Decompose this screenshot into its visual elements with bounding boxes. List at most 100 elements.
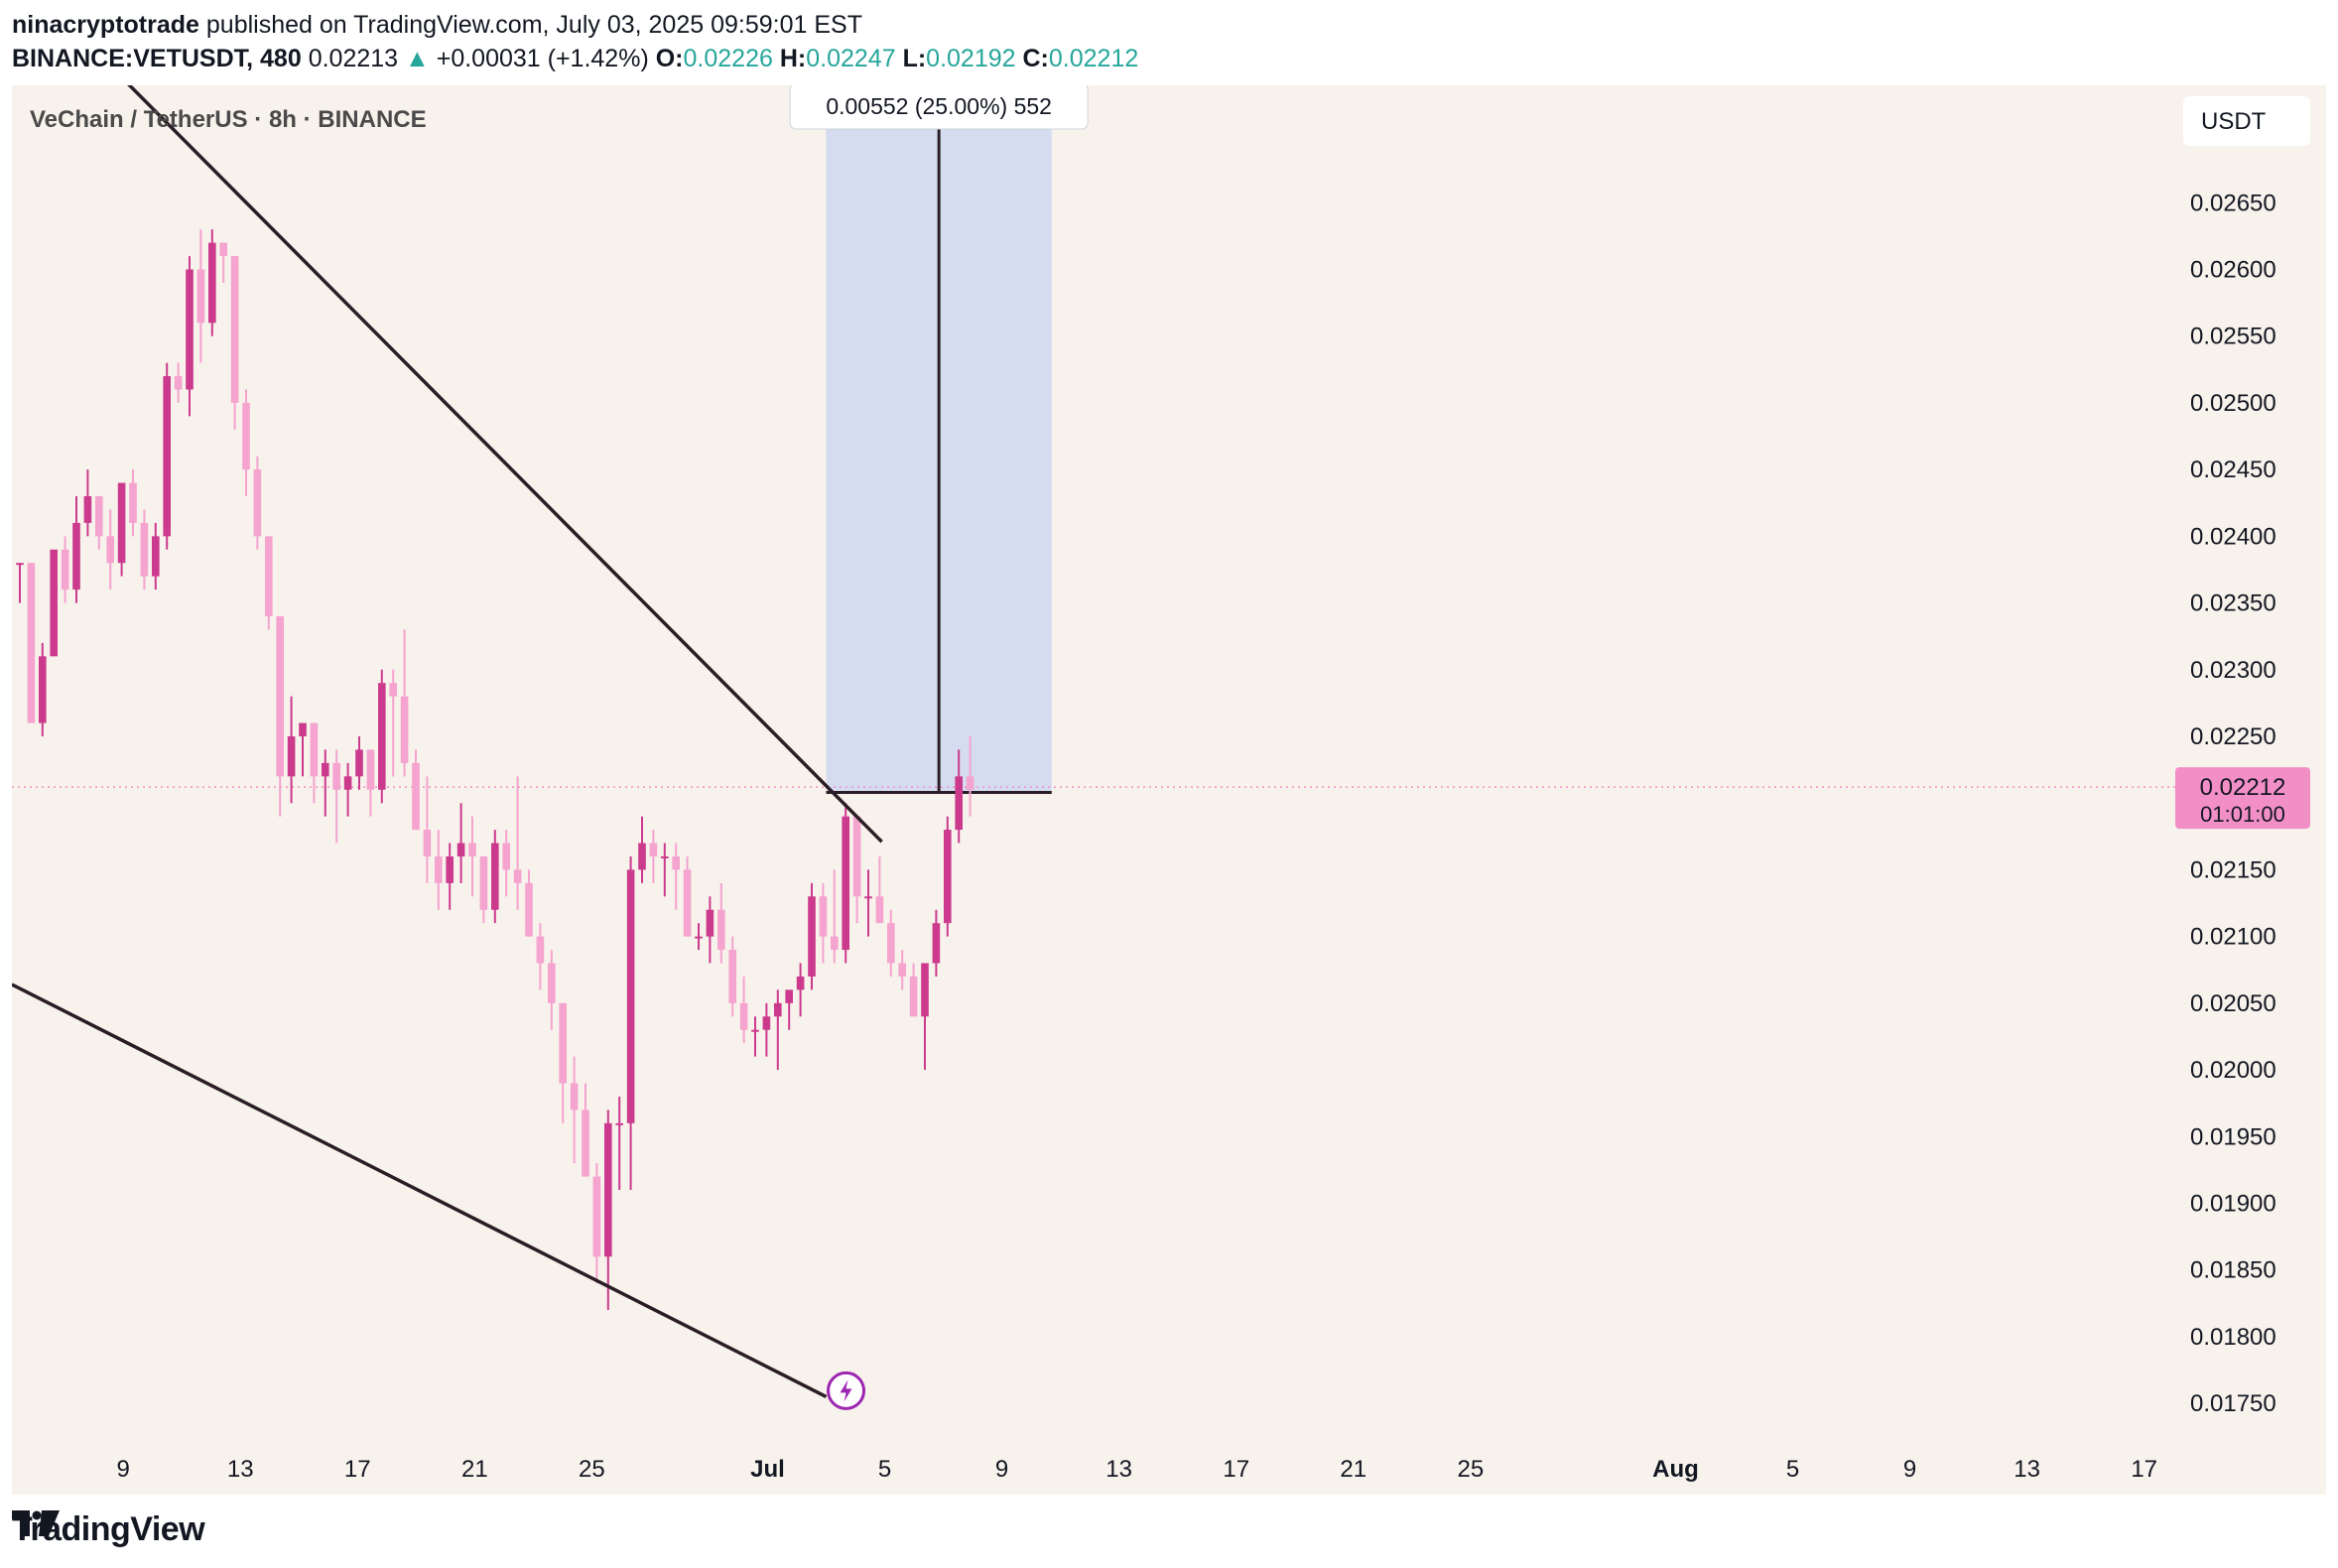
candle-body bbox=[446, 855, 454, 883]
candle-body bbox=[366, 749, 375, 790]
x-tick-label: 25 bbox=[579, 1456, 605, 1483]
y-tick-label: 0.02100 bbox=[2190, 924, 2276, 951]
candle-body bbox=[751, 1029, 759, 1032]
candle-body bbox=[16, 563, 24, 566]
x-tick-label: 5 bbox=[878, 1456, 891, 1483]
candle-body bbox=[72, 522, 80, 590]
candle-body bbox=[242, 402, 250, 470]
y-tick-label: 0.01750 bbox=[2190, 1390, 2276, 1417]
candle-body bbox=[502, 843, 510, 870]
x-tick-label: 9 bbox=[1903, 1456, 1916, 1483]
candle-body bbox=[343, 776, 352, 790]
candle-body bbox=[695, 936, 703, 939]
publish-header: ninacryptotrade published on TradingView… bbox=[12, 8, 1138, 75]
candle-body bbox=[649, 843, 658, 856]
candle-body bbox=[661, 855, 669, 858]
candle-body bbox=[479, 855, 488, 910]
y-tick-label: 0.02050 bbox=[2190, 990, 2276, 1017]
chart-title: VeChain / TetherUS · 8h · BINANCE bbox=[30, 106, 427, 133]
currency-button[interactable] bbox=[2183, 96, 2310, 146]
candle-body bbox=[525, 882, 533, 937]
symbol-label: BINANCE:VETUSDT, 480 bbox=[12, 45, 302, 72]
footer: TradingView bbox=[12, 1510, 205, 1549]
candle-body bbox=[412, 762, 420, 831]
x-tick-label: 9 bbox=[995, 1456, 1008, 1483]
candle-body bbox=[299, 722, 307, 736]
author-name[interactable]: ninacryptotrade bbox=[12, 11, 199, 39]
candle-body bbox=[887, 923, 895, 964]
lightning-icon bbox=[827, 1371, 866, 1410]
candle-body bbox=[513, 869, 522, 883]
candle-body bbox=[61, 549, 69, 590]
candle-body bbox=[683, 869, 692, 937]
x-tick-label: 25 bbox=[1457, 1456, 1484, 1483]
publish-line: ninacryptotrade published on TradingView… bbox=[12, 8, 1138, 42]
trendline-upper-resistance bbox=[127, 85, 883, 844]
open-value: 0.02226 bbox=[683, 45, 773, 72]
y-tick-label: 0.01950 bbox=[2190, 1123, 2276, 1150]
candle-body bbox=[796, 976, 805, 990]
y-tick-label: 0.02150 bbox=[2190, 856, 2276, 883]
y-tick-label: 0.01900 bbox=[2190, 1190, 2276, 1217]
candle-body bbox=[909, 976, 918, 1017]
candle-body bbox=[932, 923, 941, 964]
chart-area[interactable]: 0.00552 (25.00%) 552 VeChain / TetherUS ·… bbox=[12, 85, 2326, 1495]
y-tick-label: 0.02550 bbox=[2190, 324, 2276, 350]
candle-body bbox=[672, 855, 680, 870]
triangle-up-icon: ▲ bbox=[405, 45, 430, 72]
candle-body bbox=[276, 616, 284, 777]
close-label: C: bbox=[1022, 45, 1049, 72]
candle-body bbox=[186, 269, 194, 390]
measure-label: 0.00552 (25.00%) 552 bbox=[826, 93, 1052, 119]
x-tick-label: 13 bbox=[2013, 1456, 2040, 1483]
x-tick-label: 17 bbox=[1223, 1456, 1249, 1483]
candle-body bbox=[378, 683, 386, 790]
candle-body bbox=[95, 496, 103, 537]
current-price-label: 0.02212 bbox=[2200, 774, 2286, 801]
low-label: L: bbox=[902, 45, 927, 72]
candle-body bbox=[944, 830, 952, 924]
high-label: H: bbox=[779, 45, 807, 72]
x-tick-label: 9 bbox=[116, 1456, 129, 1483]
candle-body bbox=[50, 549, 58, 657]
current-price-tag bbox=[2175, 767, 2310, 830]
candle-body bbox=[717, 909, 725, 951]
candles-group bbox=[16, 229, 974, 1311]
candle-body bbox=[253, 469, 262, 537]
candle-body bbox=[604, 1122, 612, 1257]
candle-body bbox=[808, 896, 816, 977]
candle-body bbox=[536, 936, 545, 964]
candle-body bbox=[706, 909, 714, 937]
open-label: O: bbox=[655, 45, 684, 72]
price-chart[interactable]: 0.00552 (25.00%) 552 VeChain / TetherUS ·… bbox=[12, 85, 2326, 1495]
candle-body bbox=[582, 1110, 589, 1177]
high-value: 0.02247 bbox=[806, 45, 896, 72]
x-tick-label: 21 bbox=[461, 1456, 488, 1483]
candle-body bbox=[435, 855, 443, 883]
candle-body bbox=[196, 269, 205, 324]
candle-body bbox=[152, 536, 160, 577]
candle-body bbox=[955, 776, 963, 831]
candle-body bbox=[332, 762, 340, 790]
candle-body bbox=[322, 762, 329, 777]
candle-body bbox=[219, 242, 227, 257]
candle-body bbox=[626, 869, 635, 1123]
y-tick-label: 0.02250 bbox=[2190, 723, 2276, 750]
candle-body bbox=[864, 896, 872, 899]
candle-body bbox=[174, 376, 183, 390]
candle-body bbox=[592, 1176, 601, 1257]
trendline-lower-support bbox=[12, 982, 828, 1398]
y-tick-label: 0.02000 bbox=[2190, 1057, 2276, 1084]
candle-body bbox=[208, 242, 216, 324]
x-tick-label: 21 bbox=[1340, 1456, 1366, 1483]
publish-info: published on TradingView.com, July 03, 2… bbox=[205, 11, 862, 39]
y-tick-label: 0.01850 bbox=[2190, 1257, 2276, 1284]
candle-body bbox=[117, 482, 126, 564]
candle-body bbox=[310, 722, 319, 777]
candle-body bbox=[129, 482, 137, 523]
chart-background bbox=[12, 85, 2326, 1495]
candle-body bbox=[468, 843, 476, 856]
candle-body bbox=[106, 536, 114, 564]
countdown-label: 01:01:00 bbox=[2200, 802, 2285, 827]
candle-body bbox=[852, 816, 861, 897]
